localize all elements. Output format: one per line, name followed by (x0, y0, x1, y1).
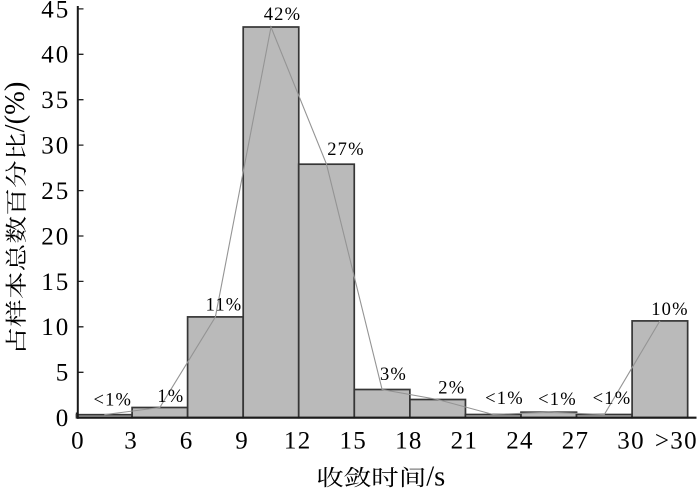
svg-text:21: 21 (451, 428, 479, 455)
svg-text:42%: 42% (264, 5, 302, 25)
svg-text:24: 24 (506, 428, 534, 455)
svg-text:45: 45 (41, 0, 70, 23)
svg-text:3%: 3% (380, 365, 407, 385)
svg-text:9: 9 (235, 428, 249, 455)
svg-text:>30: >30 (655, 428, 698, 455)
svg-text:1%: 1% (157, 387, 184, 407)
svg-text:<1%: <1% (593, 389, 632, 409)
svg-text:2%: 2% (438, 378, 465, 398)
svg-text:40: 40 (41, 42, 70, 69)
svg-text:6: 6 (180, 428, 194, 455)
svg-text:30: 30 (617, 428, 645, 455)
svg-text:3: 3 (124, 428, 138, 455)
svg-text:0: 0 (71, 428, 85, 455)
svg-text:27%: 27% (327, 140, 365, 160)
svg-text:25: 25 (41, 178, 70, 205)
svg-text:10%: 10% (651, 300, 689, 320)
svg-text:/s: /s (426, 462, 445, 491)
svg-text:<1%: <1% (485, 389, 524, 409)
svg-text:<1%: <1% (538, 390, 577, 410)
svg-text:/(%): /(%) (0, 82, 31, 133)
svg-text:15: 15 (41, 269, 70, 296)
svg-text:0: 0 (56, 405, 71, 432)
svg-text:27: 27 (562, 428, 590, 455)
svg-text:35: 35 (41, 87, 70, 114)
svg-text:30: 30 (41, 133, 70, 160)
svg-text:5: 5 (56, 360, 71, 387)
svg-text:12: 12 (284, 428, 312, 455)
svg-text:18: 18 (395, 428, 423, 455)
svg-text:10: 10 (41, 314, 70, 341)
svg-text:20: 20 (41, 223, 70, 250)
svg-text:<1%: <1% (93, 391, 132, 411)
svg-text:11%: 11% (206, 295, 243, 315)
svg-text:15: 15 (339, 428, 367, 455)
